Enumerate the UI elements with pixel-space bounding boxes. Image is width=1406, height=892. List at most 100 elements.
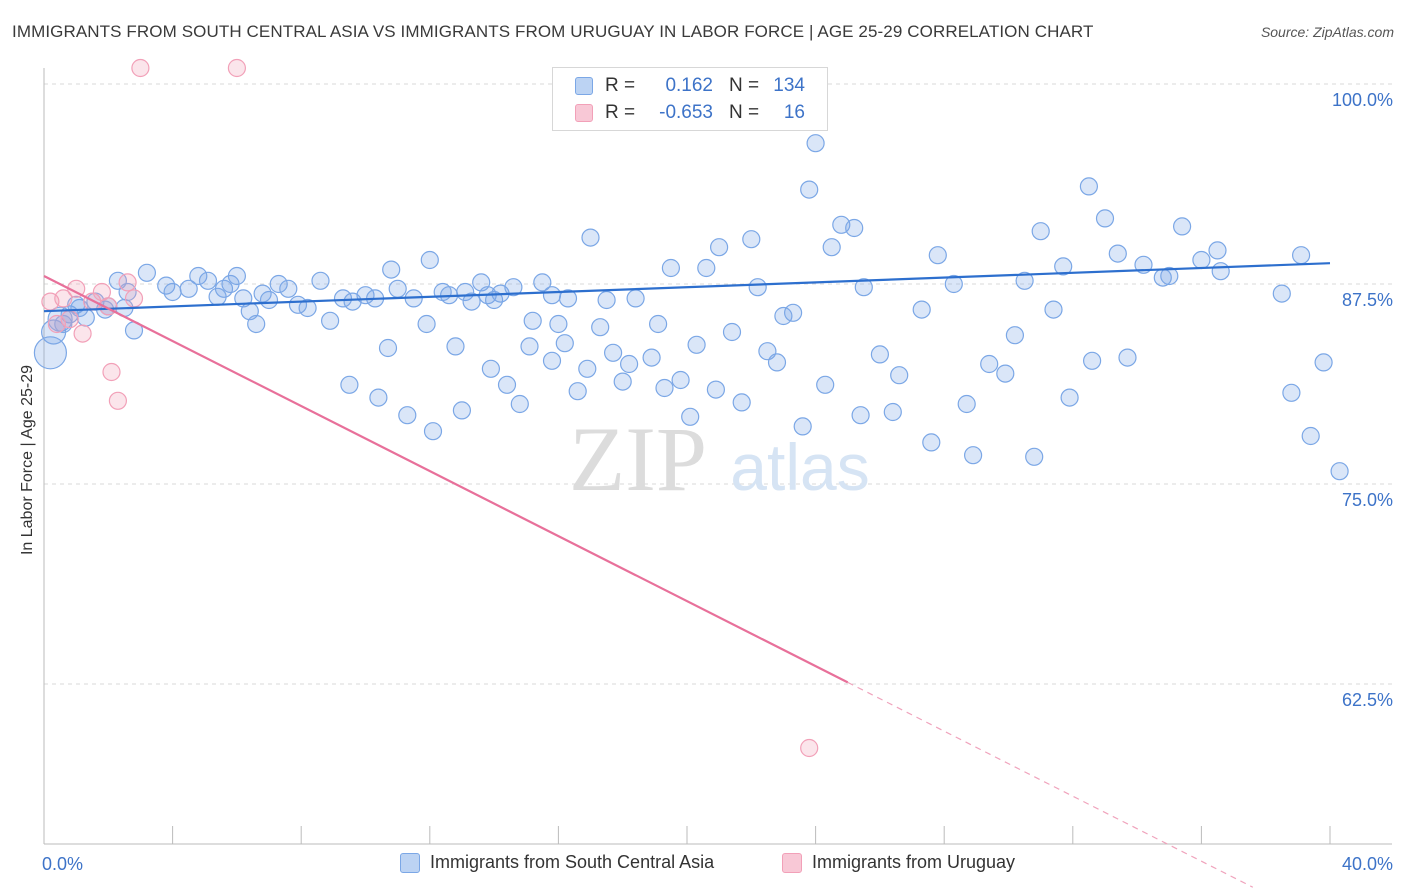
point-south-central-asia xyxy=(870,345,890,364)
point-south-central-asia xyxy=(481,359,500,378)
point-south-central-asia xyxy=(709,238,729,257)
trend-line-uruguay xyxy=(43,275,849,684)
y-tick-label: 62.5% xyxy=(1342,690,1393,710)
legend-r-label: R = xyxy=(605,75,636,96)
legend-row-series2: R = -0.653 N = 16 xyxy=(575,100,805,126)
point-south-central-asia xyxy=(1272,284,1291,303)
source-label: Source: ZipAtlas.com xyxy=(1260,24,1394,40)
point-uruguay xyxy=(131,58,150,78)
point-south-central-asia xyxy=(963,446,983,465)
point-south-central-asia xyxy=(1314,353,1333,372)
point-south-central-asia xyxy=(697,258,716,278)
y-tick-label: 75.0% xyxy=(1342,490,1393,510)
point-south-central-asia xyxy=(603,343,623,362)
point-south-central-asia xyxy=(1031,222,1050,241)
point-uruguay xyxy=(60,310,79,329)
point-south-central-asia xyxy=(47,306,73,332)
point-south-central-asia xyxy=(504,278,523,297)
point-south-central-asia xyxy=(137,263,156,282)
point-south-central-asia xyxy=(806,134,825,153)
legend-row-series1: R = 0.162 N = 134 xyxy=(575,73,805,99)
point-south-central-asia xyxy=(520,337,539,356)
point-uruguay xyxy=(227,58,246,78)
point-south-central-asia xyxy=(732,393,751,412)
point-south-central-asia xyxy=(1095,209,1115,228)
point-south-central-asia xyxy=(980,354,999,374)
point-south-central-asia xyxy=(642,348,661,367)
x-tick-label-min: 0.0% xyxy=(42,854,83,874)
point-south-central-asia xyxy=(928,246,947,265)
point-south-central-asia xyxy=(388,279,407,298)
y-tick-label: 87.5% xyxy=(1342,290,1393,310)
point-south-central-asia xyxy=(378,338,398,358)
bottom-legend-swatch-pink xyxy=(782,852,802,873)
point-south-central-asia xyxy=(462,292,481,311)
point-south-central-asia xyxy=(1015,271,1034,290)
point-south-central-asia xyxy=(816,375,835,394)
trend-lines xyxy=(43,262,1331,888)
point-south-central-asia xyxy=(452,401,471,420)
point-south-central-asia xyxy=(259,290,279,310)
legend-r-value: 0.162 xyxy=(665,75,713,96)
point-south-central-asia xyxy=(655,378,674,398)
point-south-central-asia xyxy=(687,335,706,354)
point-uruguay xyxy=(800,738,819,758)
point-south-central-asia xyxy=(800,180,819,199)
legend-swatch-pink xyxy=(575,104,593,122)
point-uruguay xyxy=(102,362,121,382)
point-south-central-asia xyxy=(648,314,668,334)
point-south-central-asia xyxy=(1025,447,1044,466)
point-south-central-asia xyxy=(247,314,266,334)
point-south-central-asia xyxy=(163,282,182,302)
point-uruguay xyxy=(124,289,144,308)
point-south-central-asia xyxy=(179,279,198,298)
point-south-central-asia xyxy=(1044,300,1063,319)
point-south-central-asia xyxy=(957,394,976,414)
point-south-central-asia xyxy=(1291,246,1311,265)
legend-r-value: -0.653 xyxy=(659,102,713,123)
chart-title: IMMIGRANTS FROM SOUTH CENTRAL ASIA VS IM… xyxy=(12,22,1094,41)
point-south-central-asia xyxy=(581,228,600,247)
point-south-central-asia xyxy=(591,318,610,337)
point-south-central-asia xyxy=(1118,348,1137,367)
point-south-central-asia xyxy=(340,375,359,394)
point-south-central-asia xyxy=(1108,244,1127,263)
point-south-central-asia xyxy=(189,266,208,286)
legend-n-label: N = xyxy=(729,102,760,123)
point-south-central-asia xyxy=(549,314,568,334)
point-south-central-asia xyxy=(369,388,388,407)
point-south-central-asia xyxy=(619,354,639,374)
axes xyxy=(43,68,1392,845)
point-south-central-asia xyxy=(382,260,401,279)
point-south-central-asia xyxy=(497,375,517,394)
point-south-central-asia xyxy=(420,250,439,270)
point-south-central-asia xyxy=(398,406,417,425)
point-south-central-asia xyxy=(944,274,963,294)
point-south-central-asia xyxy=(1005,326,1025,345)
point-uruguay xyxy=(54,289,73,308)
point-uruguay xyxy=(73,324,92,343)
point-south-central-asia xyxy=(793,417,812,436)
point-south-central-asia xyxy=(722,322,742,342)
bottom-legend-label-south-central-asia: Immigrants from South Central Asia xyxy=(430,852,715,872)
point-south-central-asia xyxy=(626,289,645,308)
legend-n-value: 134 xyxy=(773,75,805,96)
point-south-central-asia xyxy=(1301,426,1320,446)
point-uruguay xyxy=(118,273,137,292)
tick-labels: 62.5% 75.0% 87.5% 100.0% 0.0% 40.0% xyxy=(42,90,1393,874)
point-south-central-asia xyxy=(1208,241,1227,260)
point-south-central-asia xyxy=(706,380,726,399)
stats-legend: R = 0.162 N = 134 R = -0.653 N = 16 xyxy=(552,67,828,131)
point-south-central-asia xyxy=(845,218,864,238)
point-south-central-asia xyxy=(311,271,330,290)
point-south-central-asia xyxy=(767,353,787,372)
point-south-central-asia xyxy=(1060,388,1079,407)
point-south-central-asia xyxy=(851,406,870,425)
point-south-central-asia xyxy=(1211,262,1230,281)
bottom-legend-swatch-blue xyxy=(400,852,420,873)
point-south-central-asia xyxy=(774,306,793,326)
point-south-central-asia xyxy=(783,303,803,322)
trend-line-south-central-asia xyxy=(43,262,1331,313)
series-south-central-asia xyxy=(33,134,1349,481)
